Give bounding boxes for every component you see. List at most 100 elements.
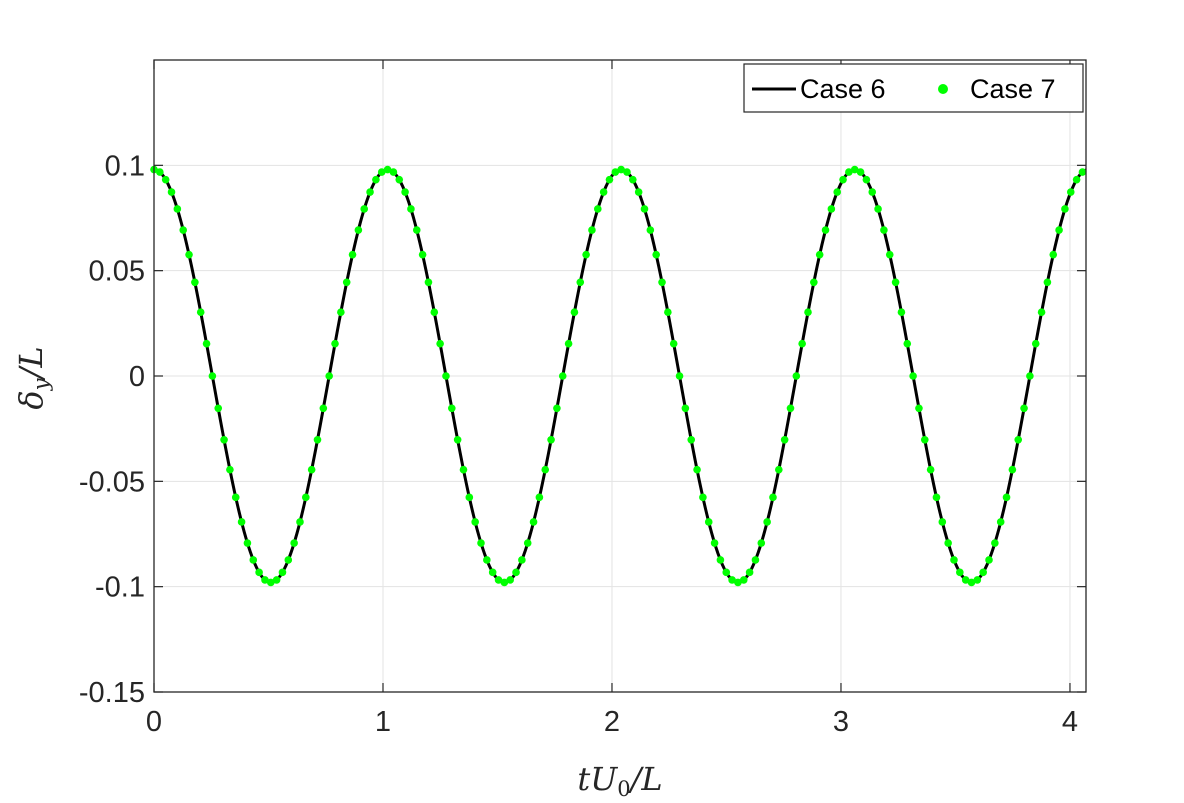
data-point-case-7 [810,278,818,287]
data-point-case-7 [1043,278,1052,287]
data-point-case-7 [348,250,357,259]
x-tick-label: 3 [833,706,849,738]
data-point-case-7 [319,404,328,413]
data-point-case-7 [985,556,993,564]
data-point-case-7 [337,308,345,317]
data-point-case-7 [722,568,731,577]
data-point-case-7 [453,436,462,444]
data-point-case-7 [582,250,590,259]
data-point-case-7 [255,568,263,577]
data-point-case-7 [646,226,655,234]
data-point-case-7 [1061,205,1069,213]
data-point-case-7 [220,436,228,444]
data-point-case-7 [372,175,380,184]
data-point-case-7 [681,404,690,413]
data-point-case-7 [529,518,538,526]
data-point-case-7 [366,188,374,196]
data-point-case-7 [313,436,322,444]
data-point-case-7 [518,556,526,564]
data-point-case-7 [611,168,620,176]
data-point-case-7 [471,518,479,526]
data-point-case-7 [687,436,696,444]
data-point-case-7 [407,205,415,213]
data-point-case-7 [342,278,351,287]
data-point-case-7 [915,404,923,413]
data-point-case-7 [278,568,287,577]
data-point-case-7 [383,165,392,174]
data-point-case-7 [588,226,596,234]
data-point-case-7 [202,339,211,348]
data-point-case-7 [483,556,491,564]
data-point-case-7 [623,168,631,176]
data-point-case-7 [926,465,935,474]
data-point-case-7 [704,518,713,526]
data-point-case-7 [1014,436,1023,444]
data-point-case-7 [821,226,830,234]
data-point-case-7 [331,339,339,348]
data-point-case-7 [1002,493,1011,502]
data-point-case-7 [272,576,281,584]
data-point-case-7 [1078,168,1087,176]
data-point-case-7 [617,165,625,174]
data-point-case-7 [804,308,812,317]
data-point-case-7 [833,188,841,196]
data-point-case-7 [979,568,987,577]
data-point-case-7 [1026,372,1034,380]
x-tick-label: 2 [604,706,620,738]
data-point-case-7 [494,576,503,584]
data-point-case-7 [798,339,806,348]
data-point-case-7 [161,175,170,184]
data-point-case-7 [185,250,193,259]
data-point-case-7 [675,372,684,380]
y-axis-label: δy/L [12,346,53,409]
legend-marker-case-7 [938,84,948,94]
data-point-case-7 [307,465,316,474]
data-point-case-7 [885,250,894,259]
data-point-case-7 [401,188,409,196]
data-point-case-7 [535,493,544,502]
data-point-case-7 [436,339,444,348]
data-point-case-7 [488,568,497,577]
x-axis-label: tU0/L [577,760,662,801]
data-point-case-7 [658,278,666,287]
data-point-case-7 [950,556,958,564]
data-point-case-7 [932,493,941,502]
data-point-case-7 [465,493,474,502]
data-point-case-7 [693,465,701,474]
data-point-case-7 [938,518,947,526]
data-point-case-7 [780,436,789,444]
data-point-case-7 [290,539,298,547]
data-point-case-7 [599,188,608,196]
data-point-case-7 [710,539,719,547]
data-point-case-7 [500,578,509,587]
data-point-case-7 [1049,250,1058,259]
data-point-case-7 [325,372,333,380]
data-point-case-7 [430,308,439,317]
data-point-case-7 [973,576,982,584]
data-point-case-7 [751,556,760,564]
data-point-case-7 [1008,465,1017,474]
data-point-case-7 [523,539,532,547]
data-point-case-7 [664,308,672,317]
data-point-case-7 [1055,226,1063,234]
data-point-case-7 [389,168,398,176]
data-point-case-7 [558,372,567,380]
legend: Case 6 Case 7 [743,63,1084,113]
y-tick-label: 0.1 [105,150,145,182]
data-point-case-7 [792,372,801,380]
data-point-case-7 [266,578,275,587]
data-point-case-7 [512,568,520,577]
data-point-case-7 [967,578,976,587]
data-point-case-7 [243,539,252,547]
data-point-case-7 [284,556,293,564]
data-point-case-7 [237,518,246,526]
data-point-case-7 [920,436,929,444]
data-point-case-7 [191,278,199,287]
data-point-case-7 [1020,404,1028,413]
data-point-case-7 [763,518,771,526]
data-point-case-7 [757,539,766,547]
data-point-case-7 [442,372,450,380]
data-point-case-7 [739,576,748,584]
data-point-case-7 [845,168,853,176]
